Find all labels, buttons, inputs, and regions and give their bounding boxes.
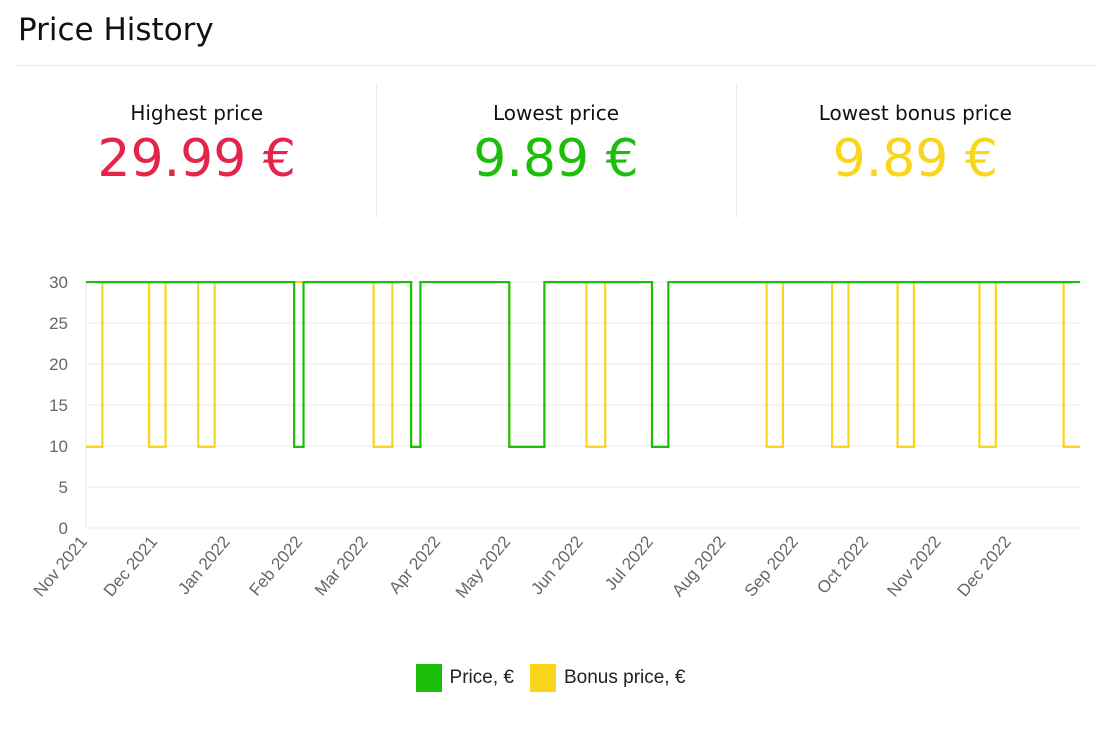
x-tick-label: Sep 2022 — [741, 532, 802, 600]
x-tick-label: May 2022 — [452, 532, 515, 601]
x-tick-label: Mar 2022 — [311, 532, 372, 599]
y-tick-label: 20 — [49, 355, 68, 374]
x-tick-label: Oct 2022 — [813, 532, 872, 597]
x-tick-label: Nov 2021 — [30, 532, 91, 600]
x-tick-label: Jan 2022 — [174, 532, 234, 598]
chart-legend: Price, € Bonus price, € — [0, 664, 1101, 692]
y-tick-label: 15 — [49, 396, 68, 415]
page-title: Price History — [18, 12, 214, 48]
title-divider — [17, 65, 1095, 66]
x-tick-label: Feb 2022 — [246, 532, 307, 599]
stat-label: Highest price — [130, 101, 263, 125]
legend-swatch-price — [415, 664, 442, 692]
series-line-price — [86, 280, 1080, 449]
x-axis-ticks: Nov 2021 Dec 2021 Jan 2022 Feb 2022 Mar 2022… — [30, 532, 1015, 601]
legend-label-bonus-price: Bonus price, € — [563, 667, 686, 688]
y-tick-label: 25 — [49, 314, 68, 333]
x-tick-label: Aug 2022 — [668, 532, 729, 600]
x-tick-label: Jun 2022 — [527, 532, 587, 598]
y-axis-ticks: 0 5 10 15 20 25 30 — [49, 273, 68, 538]
x-tick-label: Dec 2022 — [954, 532, 1015, 600]
legend-swatch-bonus-price — [529, 664, 556, 692]
stat-value-lowest: 9.89 € — [473, 129, 639, 189]
y-tick-label: 10 — [49, 437, 68, 456]
stat-value-highest: 29.99 € — [97, 129, 296, 189]
grid — [85, 281, 1080, 529]
stat-value-lowest-bonus: 9.89 € — [832, 129, 999, 189]
stat-lowest-bonus-price: Lowest bonus price 9.89 € — [735, 84, 1095, 218]
stat-highest-price: Highest price 29.99 € — [17, 84, 376, 218]
stat-lowest-price: Lowest price 9.89 € — [376, 84, 735, 218]
y-tick-label: 5 — [59, 478, 68, 497]
price-stats: Highest price 29.99 € Lowest price 9.89 … — [17, 84, 1095, 218]
legend-item-price[interactable]: Price, € — [415, 664, 514, 692]
series — [86, 280, 1080, 449]
y-tick-label: 30 — [49, 273, 68, 292]
legend-item-bonus-price[interactable]: Bonus price, € — [529, 664, 686, 692]
x-tick-label: Nov 2022 — [883, 532, 944, 600]
x-tick-label: Apr 2022 — [385, 532, 444, 597]
stat-label: Lowest bonus price — [818, 101, 1012, 125]
legend-label-price: Price, € — [449, 667, 514, 688]
stat-label: Lowest price — [492, 101, 620, 125]
price-history-chart: 0 5 10 15 20 25 30 Nov 2021 Dec 2021 Jan 2022 Feb… — [30, 273, 1080, 602]
series-line-bonus-price — [86, 280, 1080, 449]
x-tick-label: Dec 2021 — [100, 532, 161, 600]
y-tick-label: 0 — [59, 519, 68, 538]
x-tick-label: Jul 2022 — [601, 532, 657, 593]
